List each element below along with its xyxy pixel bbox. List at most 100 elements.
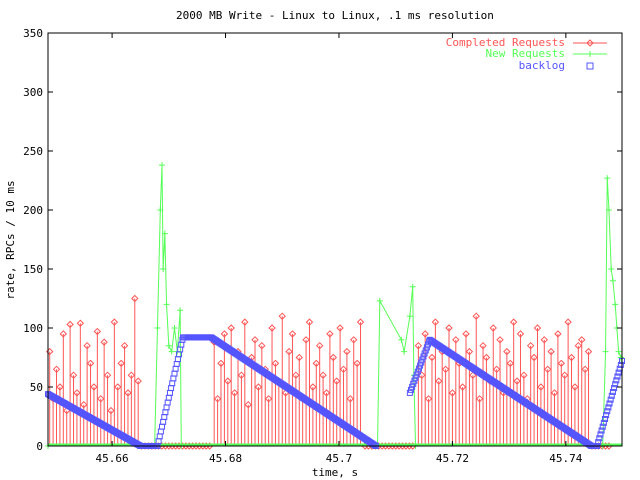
backlog-point [614, 373, 621, 380]
backlog-point [596, 435, 603, 442]
completed-requests-point [124, 389, 132, 397]
completed-requests-point [503, 347, 511, 356]
new-requests-point [159, 162, 166, 169]
completed-requests-point [295, 353, 303, 362]
completed-requests-point [346, 395, 355, 403]
completed-requests-point [251, 336, 259, 344]
y-tick-label: 300 [23, 86, 43, 99]
completed-requests-point [469, 371, 477, 379]
backlog-point [172, 365, 179, 372]
completed-requests-point [107, 406, 115, 415]
completed-requests-point [97, 395, 105, 403]
backlog-point [417, 362, 424, 369]
completed-requests-point [258, 341, 266, 350]
backlog-point [605, 404, 612, 411]
completed-requests-point [268, 324, 276, 332]
completed-requests-point [506, 359, 514, 368]
backlog-point [174, 356, 181, 363]
legend-marker-new [587, 51, 593, 57]
x-axis-label: time, s [312, 466, 358, 479]
x-tick-label: 45.66 [96, 452, 129, 465]
backlog-point [597, 431, 604, 438]
completed-requests-point [414, 341, 423, 350]
new-requests-point [409, 283, 416, 290]
backlog-point [603, 412, 610, 419]
completed-requests-point [431, 318, 440, 326]
backlog-point [608, 392, 615, 399]
completed-requests-point [278, 312, 286, 320]
completed-requests-point [496, 336, 504, 344]
backlog-point [157, 428, 164, 435]
backlog-point [423, 344, 430, 351]
completed-requests-point [479, 341, 487, 350]
backlog-point [612, 381, 619, 388]
completed-requests-point [520, 371, 528, 379]
completed-requests-point [550, 389, 559, 397]
backlog-point [601, 415, 608, 422]
plot-border [47, 32, 623, 447]
x-tick-label: 45.72 [436, 452, 469, 465]
completed-requests-point [482, 353, 491, 362]
completed-requests-point [492, 365, 501, 374]
completed-requests-point [220, 330, 229, 338]
completed-requests-point [472, 312, 480, 320]
completed-requests-point [537, 383, 545, 391]
completed-requests-point [103, 371, 112, 379]
backlog-point [160, 418, 167, 425]
completed-requests-point [127, 371, 136, 379]
new-requests-point [398, 336, 405, 343]
completed-requests-point [80, 400, 88, 409]
completed-requests-point [271, 359, 280, 368]
completed-requests-point [288, 330, 297, 338]
completed-requests-point [120, 341, 129, 350]
backlog-point [162, 409, 169, 416]
completed-requests-point [448, 389, 457, 397]
new-requests-point [602, 348, 609, 355]
completed-requests-point [445, 324, 453, 332]
backlog-point [161, 414, 168, 421]
new-requests-point [615, 348, 622, 355]
completed-requests-point [224, 377, 232, 385]
completed-requests-point [319, 371, 327, 379]
completed-requests-point [350, 336, 358, 344]
new-requests-point [154, 325, 161, 331]
backlog-point [611, 385, 618, 392]
legend: Completed Requests New Requests backlog [446, 36, 607, 72]
backlog-point [617, 361, 624, 368]
backlog-point [421, 350, 428, 357]
completed-requests-point [114, 383, 122, 391]
completed-requests-point [547, 347, 555, 356]
completed-requests-point [343, 347, 351, 356]
completed-requests-point [76, 319, 85, 327]
backlog-point [418, 359, 425, 366]
backlog-point [169, 380, 176, 387]
completed-requests-point [131, 294, 139, 303]
series-backlog [45, 334, 625, 449]
completed-requests-point [292, 371, 300, 379]
new-requests-point [406, 313, 413, 320]
new-requests-point [604, 175, 611, 182]
completed-requests-point [561, 371, 569, 379]
completed-requests-point [540, 336, 549, 344]
completed-requests-point [465, 347, 474, 356]
completed-requests-point [557, 359, 566, 368]
new-requests-line [48, 165, 623, 447]
completed-requests-point [237, 371, 246, 379]
y-tick-label: 100 [23, 322, 43, 335]
y-tick-label: 250 [23, 145, 43, 158]
backlog-point [598, 427, 605, 434]
backlog-point [414, 368, 421, 375]
completed-requests-point [441, 365, 450, 374]
completed-requests-point [339, 365, 348, 374]
backlog-point [165, 394, 172, 401]
backlog-point [604, 408, 611, 415]
new-requests-point [171, 325, 178, 331]
backlog-point [606, 400, 613, 407]
backlog-point [595, 439, 602, 446]
backlog-point [168, 385, 175, 392]
new-requests-point [168, 348, 175, 355]
backlog-point [600, 419, 607, 426]
completed-requests-point [134, 377, 142, 385]
backlog-point [419, 356, 426, 363]
